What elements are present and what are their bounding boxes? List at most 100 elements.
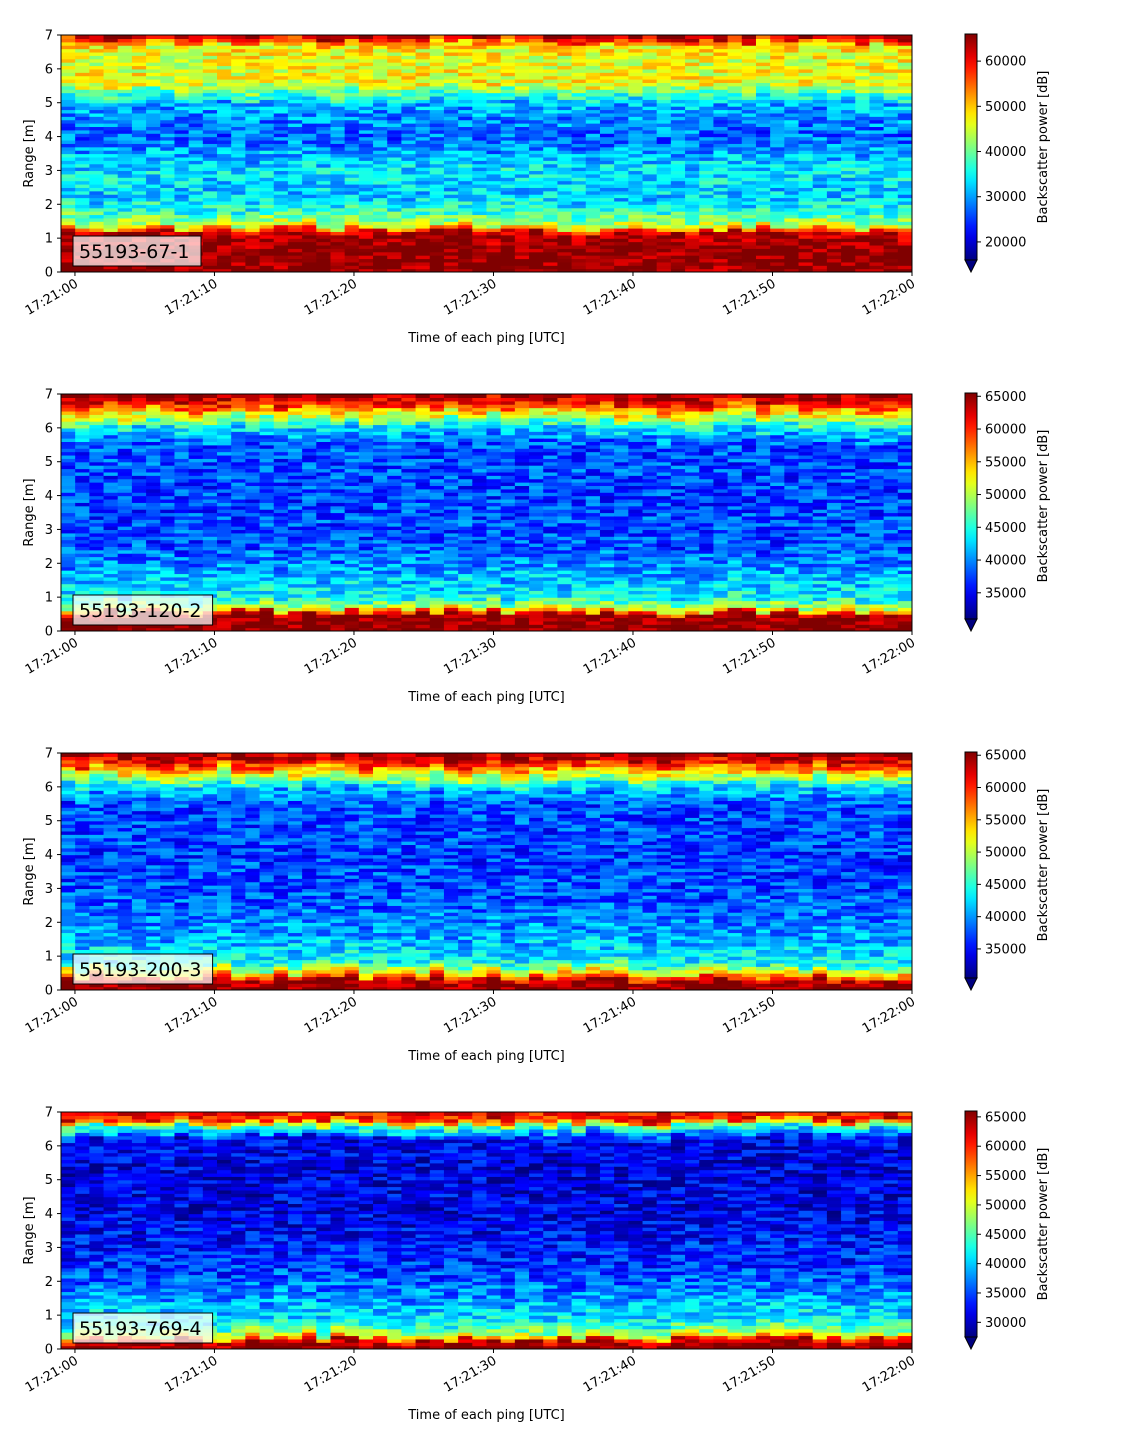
heatmap-cell <box>330 238 346 243</box>
heatmap-cell <box>117 526 133 531</box>
heatmap-cell <box>89 146 105 151</box>
heatmap-cell <box>415 227 431 232</box>
heatmap-cell <box>514 146 530 151</box>
heatmap-cell <box>415 173 431 178</box>
heatmap-cell <box>61 475 76 480</box>
heatmap-cell <box>770 72 785 77</box>
heatmap-cell <box>174 586 190 591</box>
heatmap-cell <box>486 55 502 60</box>
heatmap-cell <box>373 35 388 39</box>
colorbar-label: Backscatter power [dB] <box>1036 71 1051 224</box>
heatmap-cell <box>273 109 289 114</box>
heatmap-cell <box>741 139 757 144</box>
heatmap-cell <box>387 180 402 185</box>
heatmap-cell <box>202 160 218 165</box>
heatmap-cell <box>117 461 133 466</box>
heatmap-cell <box>571 35 587 39</box>
heatmap-cell <box>571 187 587 192</box>
heatmap-cell <box>486 190 502 195</box>
heatmap-cell <box>529 129 544 134</box>
heatmap-cell <box>358 38 374 43</box>
heatmap-cell <box>458 139 473 144</box>
heatmap-cell <box>514 170 530 175</box>
heatmap-cell <box>770 112 785 117</box>
heatmap-cell <box>571 238 587 243</box>
heatmap-cell <box>174 563 190 568</box>
heatmap-cell <box>160 143 176 148</box>
heatmap-cell <box>727 102 743 107</box>
heatmap-cell <box>543 65 559 70</box>
heatmap-cell <box>571 126 587 131</box>
heatmap-cell <box>656 48 672 53</box>
heatmap-cell <box>543 221 559 226</box>
heatmap-cell <box>61 407 76 412</box>
heatmap-cell <box>685 163 700 168</box>
heatmap-cell <box>117 404 133 409</box>
heatmap-cell <box>599 35 615 39</box>
heatmap-cell <box>202 570 218 575</box>
heatmap-cell <box>174 458 190 463</box>
heatmap-cell <box>202 265 218 270</box>
heatmap-cell <box>571 170 587 175</box>
heatmap-cell <box>628 248 644 253</box>
heatmap-cell <box>585 167 601 172</box>
heatmap-cell <box>458 48 473 53</box>
heatmap-cell <box>500 204 516 209</box>
heatmap-cell <box>656 123 672 128</box>
heatmap-cell <box>146 573 161 578</box>
heatmap-cell <box>869 146 885 151</box>
heatmap-cell <box>131 146 147 151</box>
heatmap-cell <box>75 211 90 216</box>
heatmap-cell <box>415 65 431 70</box>
heatmap-cell <box>500 102 516 107</box>
heatmap-cell <box>486 255 502 260</box>
heatmap-cell <box>188 265 204 270</box>
heatmap-cell <box>628 146 644 151</box>
heatmap-cell <box>812 167 828 172</box>
heatmap-cell <box>259 261 275 266</box>
heatmap-cell <box>841 244 856 249</box>
heatmap-cell <box>543 79 559 83</box>
heatmap-cell <box>429 153 445 158</box>
heatmap-cell <box>302 238 317 243</box>
heatmap-cell <box>302 214 317 219</box>
heatmap-cell <box>231 265 246 270</box>
heatmap-cell <box>287 126 303 131</box>
heatmap-cell <box>287 139 303 144</box>
heatmap-cell <box>415 95 431 100</box>
heatmap-cell <box>287 163 303 168</box>
heatmap-cell <box>259 200 275 205</box>
heatmap-cell <box>188 62 204 67</box>
heatmap-cell <box>812 68 828 73</box>
heatmap-cell <box>443 241 459 246</box>
heatmap-cell <box>330 35 346 39</box>
heatmap-cell <box>217 214 232 219</box>
heatmap-cell <box>642 45 658 50</box>
heatmap-cell <box>826 244 842 249</box>
heatmap-cell <box>146 75 161 80</box>
heatmap-cell <box>401 112 417 117</box>
heatmap-cell <box>614 163 629 168</box>
heatmap-cell <box>415 38 431 43</box>
heatmap-cell <box>585 139 601 144</box>
heatmap-cell <box>897 123 912 128</box>
heatmap-cell <box>231 241 246 246</box>
heatmap-cell <box>812 238 828 243</box>
heatmap-cell <box>628 187 644 192</box>
heatmap-cell <box>741 200 757 205</box>
heatmap-cell <box>302 234 317 239</box>
heatmap-cell <box>89 519 105 524</box>
heatmap-cell <box>131 143 147 148</box>
heatmap-cell <box>188 75 204 80</box>
heatmap-cell <box>61 546 76 551</box>
heatmap-cell <box>642 99 658 104</box>
heatmap-cell <box>699 143 715 148</box>
heatmap-cell <box>685 65 700 70</box>
heatmap-cell <box>642 143 658 148</box>
heatmap-cell <box>741 79 757 83</box>
heatmap-cell <box>869 180 885 185</box>
heatmap-cell <box>557 207 573 212</box>
heatmap-cell <box>231 221 246 226</box>
heatmap-cell <box>770 241 785 246</box>
heatmap-cell <box>75 207 90 212</box>
